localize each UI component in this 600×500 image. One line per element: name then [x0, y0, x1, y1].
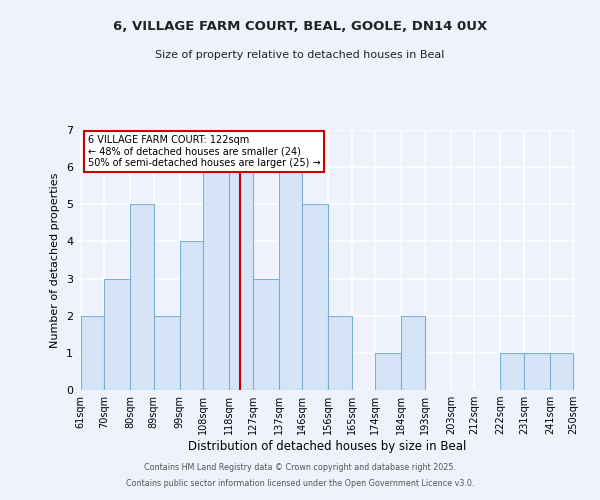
Bar: [375, 353, 401, 390]
X-axis label: Distribution of detached houses by size in Beal: Distribution of detached houses by size …: [188, 440, 466, 453]
Bar: [253, 278, 279, 390]
Bar: [524, 353, 550, 390]
Bar: [302, 204, 328, 390]
Text: Contains public sector information licensed under the Open Government Licence v3: Contains public sector information licen…: [126, 478, 474, 488]
Bar: [154, 316, 179, 390]
Y-axis label: Number of detached properties: Number of detached properties: [50, 172, 61, 348]
Text: 6 VILLAGE FARM COURT: 122sqm
← 48% of detached houses are smaller (24)
50% of se: 6 VILLAGE FARM COURT: 122sqm ← 48% of de…: [88, 135, 320, 168]
Bar: [104, 278, 130, 390]
Bar: [229, 167, 253, 390]
Text: Contains HM Land Registry data © Crown copyright and database right 2025.: Contains HM Land Registry data © Crown c…: [144, 464, 456, 472]
Bar: [550, 353, 574, 390]
Text: Size of property relative to detached houses in Beal: Size of property relative to detached ho…: [155, 50, 445, 60]
Bar: [130, 204, 154, 390]
Bar: [279, 167, 302, 390]
Bar: [179, 242, 203, 390]
Bar: [203, 167, 229, 390]
Bar: [80, 316, 104, 390]
Text: 6, VILLAGE FARM COURT, BEAL, GOOLE, DN14 0UX: 6, VILLAGE FARM COURT, BEAL, GOOLE, DN14…: [113, 20, 487, 33]
Bar: [328, 316, 352, 390]
Bar: [500, 353, 524, 390]
Bar: [401, 316, 425, 390]
